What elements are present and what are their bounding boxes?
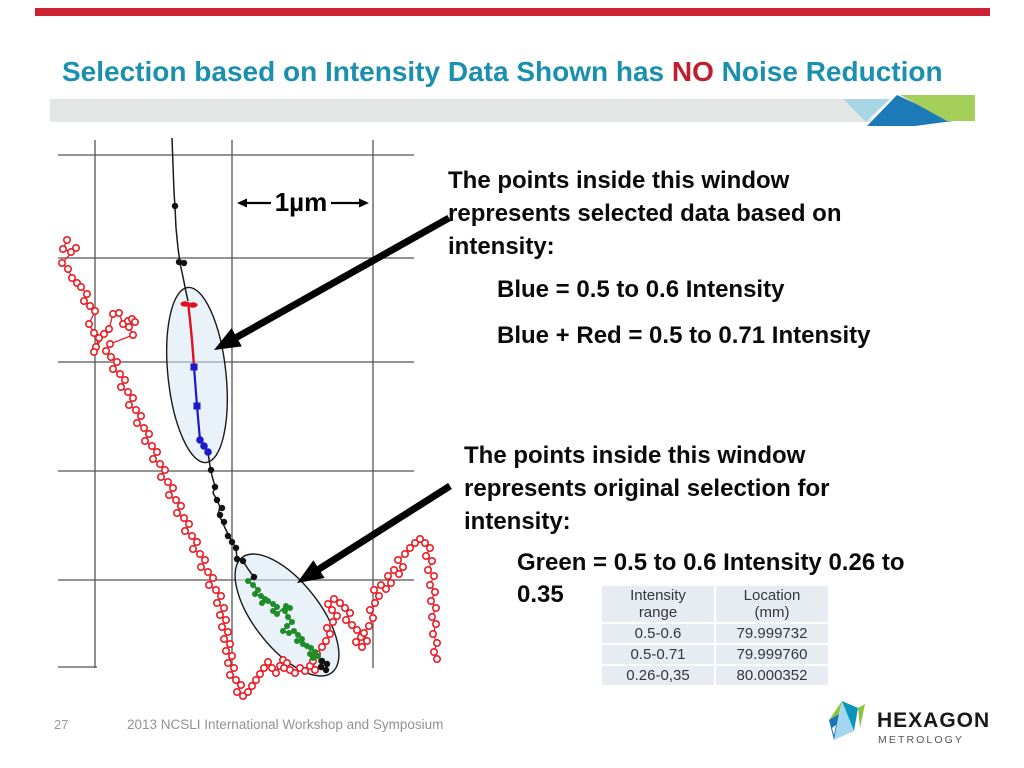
intensity-location-table: Intensity range Location (mm) 0.5-0.6 79… (600, 584, 830, 687)
legend-blue-red-range: Blue + Red = 0.5 to 0.71 Intensity (497, 322, 871, 349)
title-text-highlight: NO (671, 56, 714, 87)
table-header-location: Location (mm) (716, 586, 828, 622)
page-number: 27 (54, 717, 69, 732)
table-row: 0.26-0,35 80.000352 (602, 666, 828, 685)
logo-subname: METROLOGY (878, 734, 964, 746)
title-text-post: Noise Reduction (713, 56, 943, 87)
annotation1-line2: represents selected data based on (448, 200, 842, 227)
annotation2-line1: The points inside this window (464, 442, 806, 469)
annotation-selected-data: The points inside this window represents… (448, 164, 842, 263)
scale-bar-label: 1µm (275, 187, 328, 217)
annotation-original-selection: The points inside this window represents… (464, 439, 829, 538)
slide-title: Selection based on Intensity Data Shown … (62, 56, 992, 88)
legend-blue-range: Blue = 0.5 to 0.6 Intensity (497, 276, 785, 303)
annotation1-line3: intensity: (448, 233, 555, 260)
table-header-intensity: Intensity range (602, 586, 714, 622)
hexagon-metrology-logo: HEXAGON METROLOGY (826, 698, 1016, 756)
title-text-pre: Selection based on Intensity Data Shown … (62, 56, 672, 87)
annotation1-line1: The points inside this window (448, 167, 790, 194)
annotation2-line3: intensity: (464, 508, 571, 535)
header-band (0, 93, 1024, 129)
header-band-decoration (50, 95, 975, 126)
table-row: 0.5-0.71 79.999760 (602, 645, 828, 664)
intensity-profile-chart: 1µm (0, 0, 470, 720)
logo-name: HEXAGON (877, 709, 991, 732)
hexagon-logo-icon (829, 701, 865, 740)
legend-green-range-line1: Green = 0.5 to 0.6 Intensity 0.26 to (517, 549, 905, 576)
legend-green-range-line2: 0.35 (517, 581, 564, 608)
table-header-row: Intensity range Location (mm) (602, 586, 828, 622)
annotation2-line2: represents original selection for (464, 475, 830, 502)
footer-text: 2013 NCSLI International Workshop and Sy… (127, 717, 444, 732)
intensity-profile-plot: 1µm (57, 137, 452, 700)
table-row: 0.5-0.6 79.999732 (602, 624, 828, 643)
top-accent-bar (35, 8, 990, 16)
